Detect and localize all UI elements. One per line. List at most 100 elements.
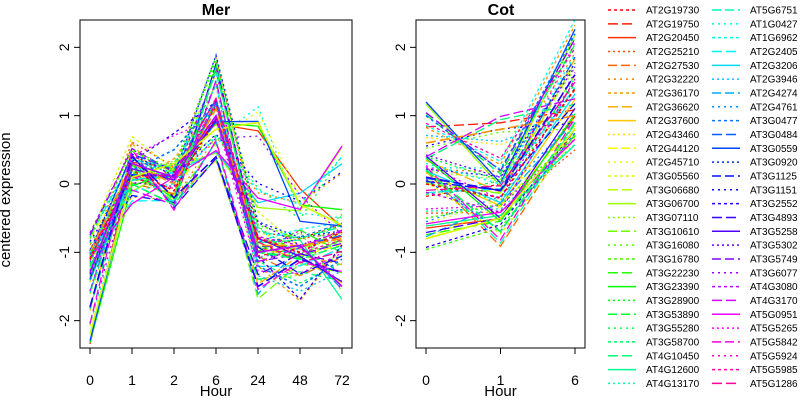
legend-item: AT3G06700 [608,199,700,210]
legend-item: AT3G05560 [608,171,700,182]
legend-label: AT3G05560 [646,171,700,182]
legend-item: AT3G2552 [712,199,798,210]
legend-item: AT3G58700 [608,337,700,348]
legend-label: AT3G5749 [750,254,798,265]
series-line [89,105,343,325]
legend-label: AT2G32220 [646,75,700,86]
series-line [425,81,576,192]
series-line-at5g59850 [89,155,343,308]
series-line [89,133,343,242]
legend-item: AT5G5842 [712,337,798,348]
series-line-at5g12860 [89,113,343,288]
legend-label: AT3G0559 [750,144,798,155]
legend-item: AT1G0427 [712,19,798,30]
x-tick-label: 0 [86,372,94,388]
legend: AT2G19730 AT2G19750 AT2G20450 AT2G25210 AT2G… [608,6,798,390]
y-tick-label: -2 [392,314,408,327]
series-line [89,153,343,308]
legend-item: AT5G1286 [712,379,798,390]
legend-label: AT3G55280 [646,324,700,335]
series-line [89,145,343,259]
x-tick-label: 6 [212,372,220,388]
series-line [425,125,576,240]
x-tick-label: 48 [292,372,308,388]
series-line [425,58,576,193]
series-line [425,98,576,158]
legend-label: AT5G5985 [750,365,798,376]
series-line [425,62,576,178]
y-tick-label: -2 [56,314,72,327]
y-tick-label: 0 [392,180,408,188]
legend-item: AT5G5924 [712,351,798,362]
series-line-at2g39460 [425,122,576,233]
legend-label: AT3G4893 [750,213,798,224]
series-line [425,119,576,238]
legend-item: AT2G2405 [712,47,798,58]
legend-label: AT4G13170 [646,379,700,390]
legend-item: AT3G23390 [608,282,700,293]
legend-label: AT2G3206 [750,61,798,72]
series-line [425,52,576,172]
x-tick-label: 6 [571,372,579,388]
legend-item: AT3G16780 [608,254,700,265]
legend-label: AT3G53890 [646,310,700,321]
series-line [425,48,576,160]
legend-label: AT2G36170 [646,88,700,99]
series-line [89,117,343,283]
x-axis-label: Hour [484,383,517,400]
legend-item: AT3G06680 [608,185,700,196]
legend-item: AT2G25210 [608,47,700,58]
legend-label: AT3G1151 [750,185,797,196]
legend-label: AT3G6077 [750,268,798,279]
legend-item: AT3G0559 [712,144,798,155]
legend-item: AT2G3946 [712,75,798,86]
legend-item: AT3G4893 [712,213,798,224]
legend-label: AT2G37600 [646,116,700,127]
legend-label: AT3G0484 [750,130,798,141]
legend-label: AT1G0427 [750,19,798,30]
legend-item: AT5G6751 [712,6,798,17]
legend-item: AT2G27530 [608,61,700,72]
series-line [425,144,576,227]
series-line-at2g19730 [425,87,576,199]
panel-title: Mer [202,2,230,19]
legend-label: AT3G07110 [646,213,699,224]
panel-cot: Cot -2 -1 0 1 2 0 1 6 Hour [392,2,586,400]
legend-label: AT2G3946 [750,75,798,86]
legend-label: AT4G10450 [646,351,700,362]
series-line-at2g19730 [89,113,343,260]
y-tick-label: 1 [392,112,408,120]
series-line-at3g04770 [425,53,576,185]
legend-item: AT3G0920 [712,158,798,169]
legend-label: AT3G2552 [750,199,798,210]
legend-item: AT3G28900 [608,296,700,307]
series-line [89,69,343,247]
legend-item: AT3G16080 [608,241,700,252]
legend-item: AT2G37600 [608,116,700,127]
legend-item: AT3G10610 [608,227,700,238]
series-line-at3g10610 [89,64,343,267]
legend-item: AT5G5985 [712,365,798,376]
y-tick-label: 2 [56,43,72,51]
legend-label: AT2G27530 [646,61,700,72]
series-line [425,78,576,213]
legend-item: AT2G45710 [608,158,700,169]
legend-label: AT3G06700 [646,199,700,210]
series-line [425,89,576,198]
legend-label: AT3G16780 [646,254,700,265]
series-line [425,134,576,251]
legend-label: AT2G44120 [646,144,700,155]
legend-label: AT3G5302 [750,241,798,252]
series-line [425,138,576,210]
legend-item: AT2G19730 [608,6,700,17]
y-tick-label: -1 [56,246,72,259]
series-line [425,24,576,166]
legend-label: AT4G3080 [750,282,798,293]
legend-label: AT2G4274 [750,88,798,99]
legend-label: AT3G58700 [646,337,700,348]
legend-label: AT3G1125 [750,171,797,182]
legend-label: AT2G20450 [646,33,700,44]
legend-item: AT3G55280 [608,324,700,335]
legend-item: AT2G44120 [608,144,700,155]
legend-item: AT2G43460 [608,130,700,141]
